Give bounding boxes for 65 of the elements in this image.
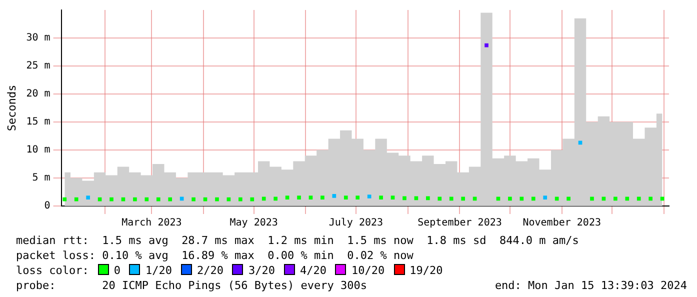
point [110,197,114,202]
point [426,196,430,200]
y-tick-label: 5 m [32,172,50,184]
point [192,197,196,202]
point [344,196,348,200]
y-tick-label: 15 m [26,116,50,128]
point [402,196,406,200]
x-tick-label: November 2023 [522,218,601,229]
point [156,197,160,202]
point [262,196,266,201]
legend-label: 2/20 [196,264,224,277]
legend-label: 10/20 [351,264,385,277]
point [62,197,67,202]
legend-label: 1/20 [145,264,172,277]
y-tick-label: 20 m [26,88,50,100]
point [390,196,395,200]
point [297,196,301,200]
y-tick-label: 0 [44,200,50,212]
x-tick-label: May 2023 [230,218,278,229]
text: end: Mon Jan 15 13:39:03 2024 [494,278,687,293]
legend-label: 3/20 [248,264,275,277]
y-axis-title: Seconds [5,84,18,132]
point [250,197,254,202]
point [508,196,512,201]
point [648,196,652,201]
point [543,196,548,200]
legend-label: 0 [114,264,120,277]
text: packet loss: 0.10 % avg 16.89 % max 0.00 % min 0.02 % now [16,248,414,263]
point [625,196,630,201]
y-tick-label: 25 m [26,60,50,72]
point [320,196,324,200]
point [438,196,442,201]
legend-label: 19/20 [410,264,443,277]
point [356,196,360,200]
point [367,194,372,198]
x-tick-label: March 2023 [122,218,182,229]
text: median rtt: 1.5 ms avg 28.7 ms max 1.2 ms min 1.5 ms now 1.8 ms sd 844.0 m am/s [16,233,579,248]
x-tick-label: July 2023 [328,218,384,229]
point [332,194,336,198]
point [449,196,454,201]
point [86,196,90,200]
point [168,197,172,202]
point [566,196,570,201]
point [133,197,137,202]
point [461,196,465,201]
legend-title: loss color: [16,263,89,278]
point [414,196,418,200]
y-tick-label: 30 m [26,32,50,44]
point [238,197,242,202]
point [215,197,219,202]
point [484,43,488,48]
point [636,196,641,201]
point [74,197,78,202]
point [308,196,313,200]
point [590,196,594,201]
point [274,196,278,201]
point [531,196,536,201]
point [379,196,383,200]
x-tick-label: September 2023 [418,218,502,229]
y-tick-label: 10 m [26,144,50,156]
legend-label: 4/20 [300,264,326,277]
text: probe: 20 ICMP Echo Pings (56 Bytes) every 300s [16,278,367,293]
point [144,197,149,202]
point [285,196,290,200]
point [614,196,618,201]
